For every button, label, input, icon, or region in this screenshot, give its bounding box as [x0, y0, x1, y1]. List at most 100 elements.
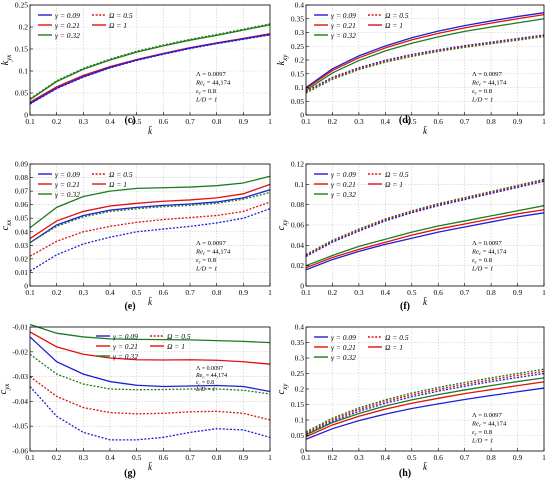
y-tick-label: 0.15	[15, 45, 28, 54]
chart-panel-5: 0.1 0.2 0.3 0.4 0.5 0.6 0.7 0.8 0.9 1 0 0.05 0.1 0.15…	[276, 323, 546, 480]
annotation-epsilon: εc = 0.8	[196, 88, 217, 97]
x-tick-label: 0.2	[52, 288, 62, 297]
series-line-red-dashed	[305, 179, 545, 257]
x-tick-label: 0.1	[25, 117, 35, 126]
series-line-blue-dashed	[305, 34, 545, 92]
y-tick-label: 0.03	[15, 241, 28, 250]
x-tick-label: 0.4	[381, 453, 391, 462]
annotation-re: Rec = 44,174	[471, 249, 507, 258]
chart-panel-2: 0.1 0.2 0.3 0.4 0.5 0.6 0.7 0.8 0.9 1 0 0.01 0.02 0.0…	[0, 160, 272, 313]
x-tick-label: 0.6	[159, 453, 169, 462]
legend-label: γ = 0.32	[55, 31, 80, 40]
series-line-red-dashed	[29, 201, 271, 257]
annotation-re: Rec = 44,174	[195, 249, 231, 258]
annotation-lambda: Λ = 0.0097	[196, 366, 223, 372]
x-tick-label: 0.4	[105, 288, 115, 297]
x-tick-label: 0.4	[381, 288, 391, 297]
series-line-blue-solid	[305, 387, 545, 440]
y-tick-label: 0.1	[19, 67, 29, 76]
x-tick-label: 1	[268, 117, 272, 126]
x-tick-label: 0.5	[132, 288, 142, 297]
x-tick-label: 0.1	[25, 288, 35, 297]
x-tick-label: 0.3	[354, 453, 364, 462]
y-tick-label: 0.15	[291, 69, 304, 78]
panel-label: (g)	[124, 468, 136, 479]
x-tick-label: 0.7	[460, 288, 470, 297]
legend-label: Ω = 1	[385, 343, 403, 352]
x-tick-label: 0.3	[79, 288, 89, 297]
legend: γ = 0.09γ = 0.21γ = 0.32 Ω = 0.5Ω = 1	[38, 170, 133, 199]
y-tick-label: 0	[300, 282, 304, 291]
legend: γ = 0.09γ = 0.21γ = 0.32 Ω = 0.5Ω = 1	[314, 11, 409, 40]
annotation-re: Rec = 44,174	[195, 80, 231, 89]
x-tick-label: 0.7	[185, 117, 195, 126]
y-axis-label: cxy	[276, 383, 289, 395]
y-axis-label: cxy	[276, 219, 289, 231]
legend-label: Ω = 1	[167, 342, 185, 351]
x-tick-label: 0.7	[185, 453, 195, 462]
y-tick-label: 0.09	[15, 160, 28, 169]
y-tick-label: 0.1	[295, 416, 305, 425]
series-line-green-solid	[29, 323, 271, 344]
legend-label: γ = 0.32	[55, 190, 80, 199]
x-tick-label: 0.8	[486, 453, 496, 462]
annotation-epsilon: εc = 0.8	[472, 429, 493, 438]
x-tick-label: 1	[542, 453, 546, 462]
legend-label: γ = 0.21	[331, 180, 356, 189]
legend-label: γ = 0.21	[331, 21, 356, 30]
annotation-epsilon: εc = 0.8	[196, 257, 217, 266]
legend-label: γ = 0.09	[113, 332, 138, 341]
y-tick-label: -0.03	[12, 372, 28, 381]
x-tick-label: 0.3	[354, 288, 364, 297]
y-axis-label: kxy	[276, 54, 289, 66]
series-line-green-solid	[29, 175, 271, 229]
legend-label: γ = 0.09	[55, 170, 80, 179]
annotation-ld: L/D = 1	[195, 266, 217, 273]
series-line-green-dashed	[29, 191, 271, 244]
x-tick-label: 0.3	[354, 117, 364, 126]
series-line-blue-solid	[305, 12, 545, 89]
y-tick-label: 0	[300, 447, 304, 456]
plot-frame	[29, 326, 271, 452]
annotation-lambda: Λ = 0.0097	[196, 71, 226, 78]
x-tick-label: 0.2	[328, 117, 338, 126]
legend-label: Ω = 1	[109, 180, 127, 189]
x-tick-label: 0.8	[212, 288, 222, 297]
annotation-ld: L/D = 1	[471, 266, 493, 273]
x-tick-label: 0.6	[159, 288, 169, 297]
y-tick-label: 0.25	[291, 369, 304, 378]
y-tick-label: 0	[300, 111, 304, 120]
series-line-red-dashed	[305, 370, 545, 434]
series-line-red-solid	[305, 13, 545, 90]
x-tick-label: 0.8	[486, 117, 496, 126]
series-line-green-solid	[305, 205, 545, 267]
x-tick-label: 0.8	[212, 117, 222, 126]
x-tick-label: 0.2	[52, 117, 62, 126]
y-tick-label: 0.25	[291, 42, 304, 51]
annotation-ld: L/D = 1	[195, 97, 217, 104]
series-line-red-dashed	[29, 33, 271, 104]
x-tick-label: 0.1	[301, 288, 311, 297]
y-tick-label: 0.35	[291, 14, 304, 23]
legend-label: γ = 0.21	[55, 21, 80, 30]
y-tick-label: 0.05	[291, 431, 304, 440]
series-line-red-solid	[29, 183, 271, 240]
panel-label: (e)	[124, 301, 135, 312]
y-tick-label: -0.04	[12, 397, 28, 406]
x-axis-label: k̄	[148, 126, 153, 136]
chart-panel-4: 0.1 0.2 0.3 0.4 0.5 0.6 0.7 0.8 0.9 1 -0.06 -0.05 -0…	[0, 323, 272, 480]
x-tick-label: 0.6	[434, 288, 444, 297]
y-tick-label: 0.3	[295, 28, 305, 37]
legend-label: Ω = 0.5	[385, 333, 409, 342]
x-tick-label: 0.1	[25, 453, 35, 462]
y-tick-label: 0.1	[295, 180, 305, 189]
x-tick-label: 0.5	[407, 288, 417, 297]
series-line-green-solid	[305, 18, 545, 91]
panel-label: (f)	[400, 301, 410, 312]
y-tick-label: 0.05	[15, 89, 28, 98]
y-tick-label: 0.25	[15, 1, 28, 10]
series-line-red-dashed	[305, 35, 545, 93]
